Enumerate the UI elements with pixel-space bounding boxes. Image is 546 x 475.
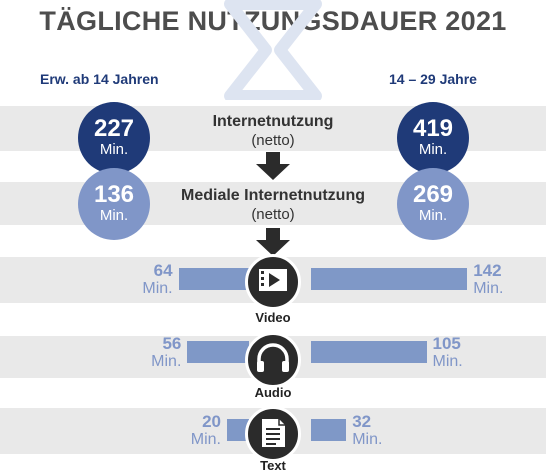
video-left-value-label: 64 Min. (113, 261, 173, 298)
internetnutzung-right-value: 419 (412, 115, 454, 142)
video-icon-circle (245, 254, 301, 310)
video-left-bar (178, 268, 249, 290)
video-icon (259, 269, 287, 291)
internetnutzung-title: Internetnutzung (212, 113, 334, 130)
internetnutzung-sublabel: (netto) (251, 132, 295, 149)
internetnutzung-label: Internetnutzung (netto) (150, 112, 396, 150)
mediale-left-unit: Min. (99, 207, 129, 224)
audio-left-value: 56 (162, 334, 182, 353)
video-left-unit: Min. (142, 280, 173, 297)
internetnutzung-left-unit: Min. (99, 141, 129, 158)
mediale-right-circle: 269 Min. (397, 168, 469, 240)
text-left-value-label: 20 Min. (161, 413, 221, 449)
audio-right-value: 105 (432, 334, 461, 353)
arrow-down-icon (256, 152, 290, 180)
internetnutzung-left-circle: 227 Min. (78, 102, 150, 174)
arrow-down-icon (256, 228, 290, 256)
internetnutzung-left-value: 227 (93, 115, 135, 142)
text-left-bar (227, 419, 249, 441)
mediale-left-circle: 136 Min. (78, 168, 150, 240)
audio-left-value-label: 56 Min. (121, 335, 181, 371)
mediale-left-value: 136 (93, 181, 135, 208)
audio-left-bar (187, 341, 249, 363)
text-right-value-label: 32 Min. (352, 413, 412, 449)
video-left-value: 64 (153, 261, 173, 280)
text-icon-circle (245, 406, 301, 462)
headphones-icon (257, 343, 289, 372)
audio-left-unit: Min. (151, 353, 182, 370)
audio-category-label: Audio (254, 385, 292, 400)
text-right-unit: Min. (352, 431, 383, 448)
text-left-value: 20 (202, 412, 221, 431)
document-icon (262, 419, 285, 447)
audio-right-value-label: 105 Min. (433, 335, 493, 371)
audio-right-unit: Min. (432, 353, 463, 370)
mediale-right-value: 269 (412, 181, 454, 208)
video-right-unit: Min. (473, 280, 504, 297)
text-category-label: Text (260, 458, 286, 473)
mediale-right-unit: Min. (418, 207, 448, 224)
page-title: TÄGLICHE NUTZUNGSDAUER 2021 (39, 6, 507, 36)
right-group-header: 14 – 29 Jahre (389, 71, 477, 87)
video-right-value-label: 142 Min. (473, 262, 533, 298)
hourglass-icon (224, 0, 322, 100)
text-right-bar (311, 419, 347, 441)
video-right-bar (311, 268, 468, 290)
mediale-sublabel: (netto) (251, 206, 295, 223)
text-right-value: 32 (352, 412, 372, 431)
audio-icon-circle (245, 332, 301, 388)
internetnutzung-right-circle: 419 Min. (397, 102, 469, 174)
video-category-label: Video (255, 310, 291, 325)
mediale-title: Mediale Internetnutzung (181, 187, 365, 204)
left-group-header: Erw. ab 14 Jahren (40, 71, 159, 87)
internetnutzung-right-unit: Min. (418, 141, 448, 158)
video-right-value: 142 (473, 261, 502, 280)
text-left-unit: Min. (190, 431, 221, 448)
mediale-label: Mediale Internetnutzung (netto) (150, 186, 396, 224)
audio-right-bar (311, 341, 427, 363)
